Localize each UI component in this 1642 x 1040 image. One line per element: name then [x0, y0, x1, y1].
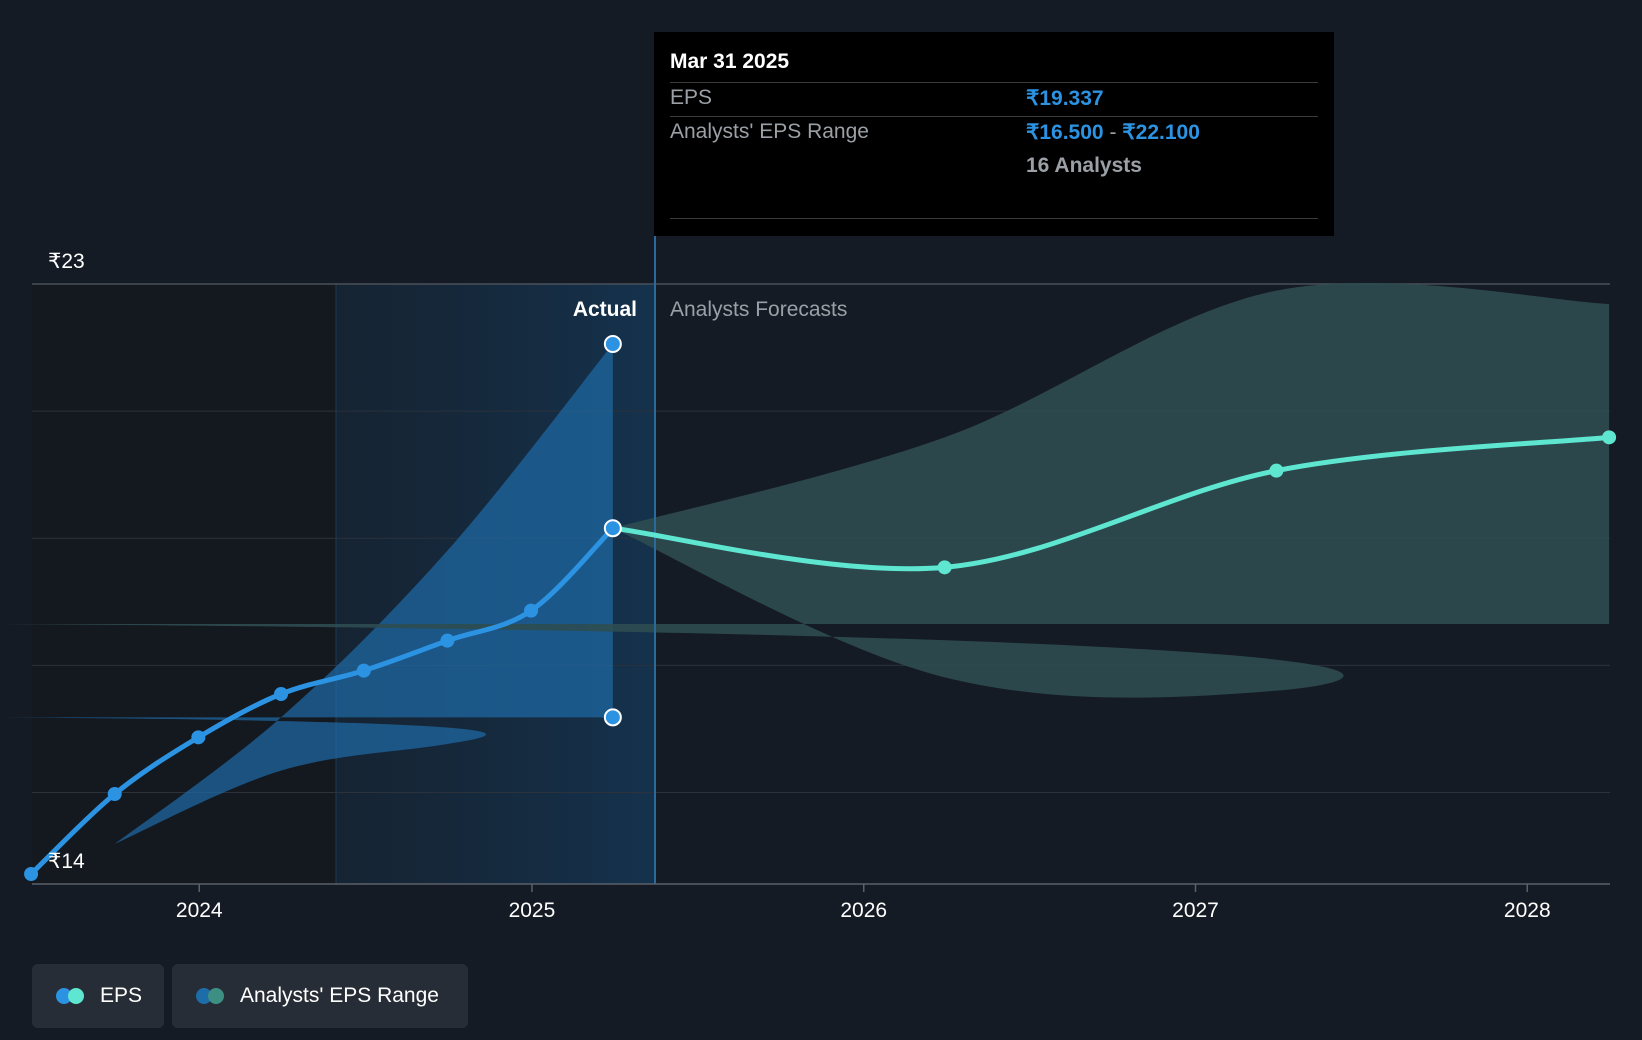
actual-label: Actual — [573, 298, 637, 321]
forecast-label: Analysts Forecasts — [670, 298, 847, 321]
tooltip-range-high: ₹22.100 — [1122, 121, 1200, 144]
tooltip-eps-label: EPS — [670, 86, 713, 109]
tooltip-range-value: ₹16.500 - ₹22.100 — [1026, 120, 1200, 145]
eps-actual-point — [356, 663, 371, 678]
tooltip: Mar 31 2025 EPS ₹19.337 Analysts' EPS Ra… — [654, 32, 1334, 236]
eps-forecast-point — [1602, 430, 1617, 445]
x-tick-label: 2025 — [509, 899, 556, 922]
forecast-eps-range-band — [0, 283, 1610, 698]
range-high-marker — [603, 335, 622, 353]
actual-eps-range-band — [0, 344, 613, 844]
legend-eps-button[interactable]: EPS — [32, 964, 164, 1028]
eps-legend-icon — [56, 988, 86, 1004]
legend-dot — [208, 988, 224, 1004]
eps-actual-point — [440, 633, 455, 648]
eps-actual-point — [24, 867, 39, 881]
legend-eps-label: EPS — [100, 984, 143, 1007]
tooltip-divider — [670, 116, 1318, 117]
tooltip-range-label: Analysts' EPS Range — [670, 120, 869, 143]
x-axis-ticks: 2024 2025 2026 2027 2028 — [176, 884, 1551, 922]
tooltip-divider — [670, 218, 1318, 219]
y-tick-top: ₹23 — [48, 250, 85, 273]
x-tick-label: 2026 — [840, 899, 887, 922]
eps-actual-point — [107, 787, 122, 801]
range-legend-icon — [196, 988, 226, 1004]
legend-dot — [68, 988, 84, 1004]
eps-forecast-line — [610, 434, 1612, 572]
eps-highlight-marker — [603, 519, 622, 538]
x-tick-label: 2024 — [176, 899, 223, 922]
legend-range-label: Analysts' EPS Range — [240, 984, 439, 1007]
tooltip-range-separator: - — [1109, 121, 1117, 144]
eps-actual-point — [274, 687, 289, 701]
x-tick-label: 2027 — [1172, 899, 1219, 922]
tooltip-date: Mar 31 2025 — [670, 50, 790, 73]
legend-range-button[interactable]: Analysts' EPS Range — [172, 964, 468, 1028]
eps-actual-point — [524, 603, 539, 618]
eps-forecast-point — [937, 560, 952, 575]
tooltip-analyst-count: 16 Analysts — [1026, 154, 1142, 177]
eps-actual-point — [191, 730, 206, 745]
eps-forecast-point — [1269, 463, 1284, 478]
range-low-marker — [603, 708, 622, 727]
tooltip-range-low: ₹16.500 — [1026, 121, 1104, 144]
y-tick-bottom: ₹14 — [48, 850, 85, 873]
data-markers — [24, 335, 1617, 881]
tooltip-eps-value: ₹19.337 — [1026, 87, 1104, 110]
x-tick-label: 2028 — [1504, 899, 1551, 922]
tooltip-divider — [670, 82, 1318, 83]
